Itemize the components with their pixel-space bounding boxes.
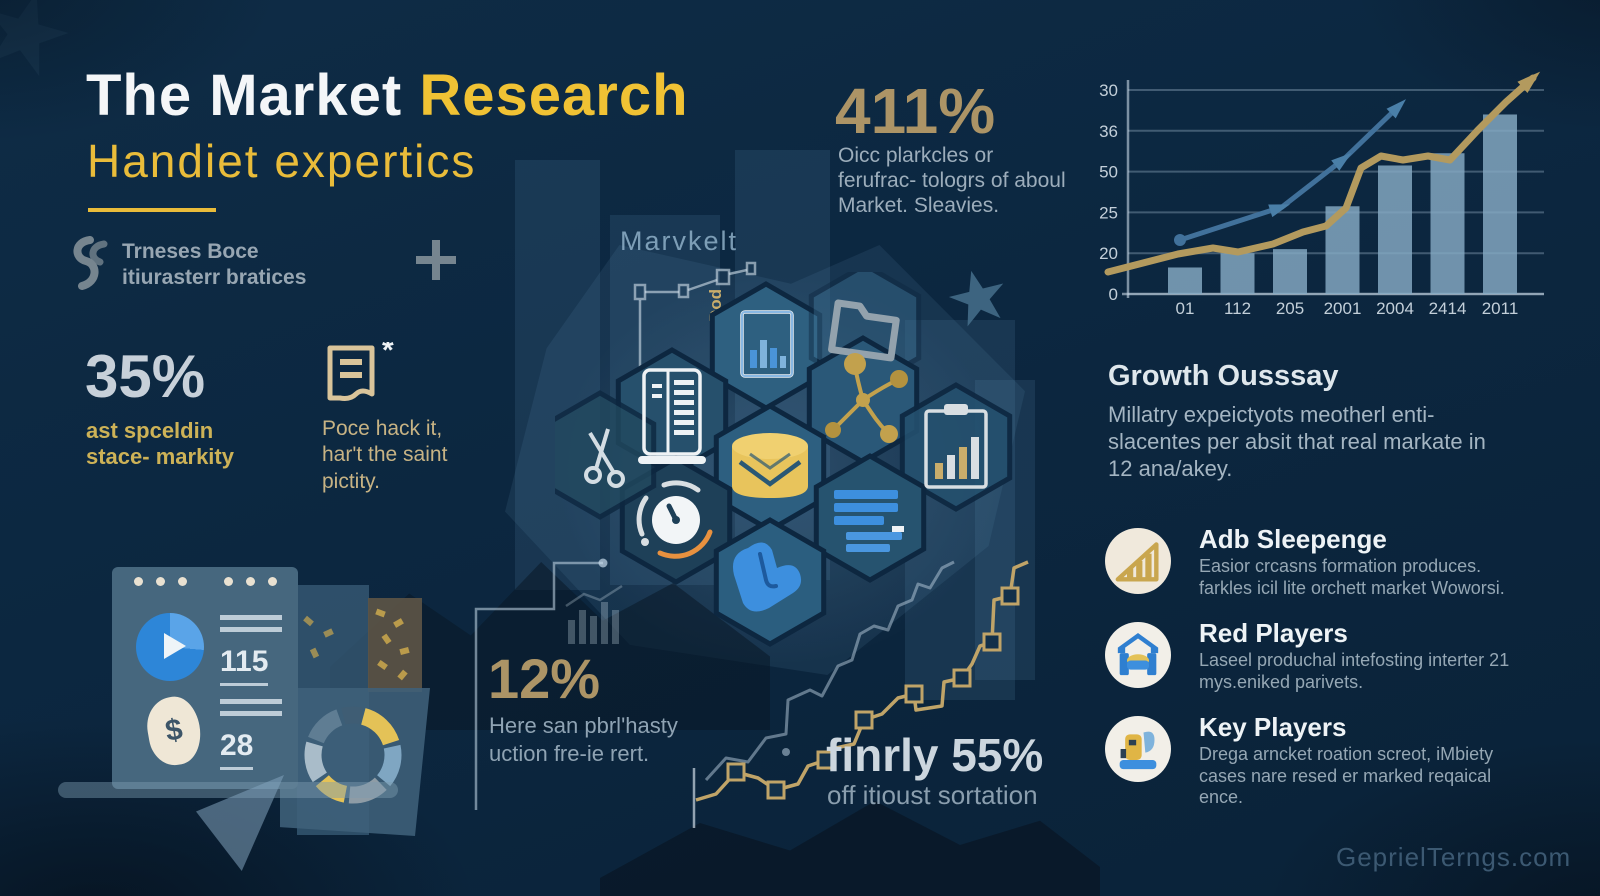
stat-35-desc: ast spceldin stace- markity bbox=[86, 418, 234, 470]
window-dot bbox=[156, 577, 165, 586]
growth-combo-chart: 30 36 50 25 20 0 01 112 205 2001 2004 2414 2011 bbox=[1099, 71, 1544, 318]
text-placeholder-line bbox=[220, 699, 282, 704]
list-item-desc: Laseel produchal intefosting interter 21… bbox=[1199, 650, 1510, 692]
window-dot bbox=[246, 577, 255, 586]
list-item-key-players: Key Players Drega arncket roation screot… bbox=[1105, 712, 1545, 807]
icon-bubble bbox=[1105, 528, 1171, 594]
page-subtitle: Handiet expertics bbox=[87, 135, 477, 187]
document-asterisk-icon: * bbox=[327, 342, 394, 401]
growth-bars-icon bbox=[1115, 542, 1159, 582]
ribbon-logo-icon bbox=[73, 236, 108, 290]
svg-text:*: * bbox=[382, 342, 394, 367]
gauge-icon bbox=[636, 480, 713, 559]
svg-text:2414: 2414 bbox=[1429, 299, 1467, 318]
clipboard-chart-icon bbox=[924, 404, 988, 489]
list-item-title: Adb Sleepenge bbox=[1199, 524, 1387, 554]
title-main: The Market bbox=[86, 63, 420, 128]
laptop-base bbox=[58, 782, 398, 798]
svg-text:2001: 2001 bbox=[1324, 299, 1362, 318]
person-icon bbox=[1119, 731, 1157, 770]
title-accent: Research bbox=[419, 63, 689, 128]
svg-text:01: 01 bbox=[1176, 299, 1195, 318]
hexagon-icon-cluster bbox=[555, 272, 1013, 647]
app-window: 115 28 $ bbox=[112, 567, 298, 789]
dollar-badge: $ bbox=[142, 693, 206, 769]
tagline-line1: Trneses Boce bbox=[122, 240, 259, 263]
icon-bubble bbox=[1105, 716, 1171, 782]
svg-text:2004: 2004 bbox=[1376, 299, 1414, 318]
note-text: Poce hack it, har't the saint pictity. bbox=[322, 417, 448, 493]
window-number-1: 115 bbox=[220, 645, 269, 686]
svg-text:30: 30 bbox=[1099, 81, 1118, 100]
corner-star-shape bbox=[0, 0, 69, 77]
svg-text:205: 205 bbox=[1276, 299, 1304, 318]
svg-text:112: 112 bbox=[1224, 299, 1251, 318]
growth-summary-title: Growth Ousssay bbox=[1108, 360, 1339, 392]
svg-text:20: 20 bbox=[1099, 244, 1118, 263]
stepped-line-chart bbox=[692, 560, 1029, 828]
hand-icon bbox=[732, 542, 802, 612]
svg-text:0: 0 bbox=[1109, 285, 1118, 304]
folder-icon bbox=[828, 299, 900, 362]
list-item-desc: Drega arncket roation screot, iMbiety ca… bbox=[1199, 744, 1494, 808]
text-placeholder-line bbox=[220, 615, 282, 620]
page-title: The Market Research bbox=[86, 62, 689, 129]
database-envelope-icon bbox=[732, 433, 808, 498]
server-icon bbox=[638, 368, 706, 464]
plus-icon bbox=[416, 240, 456, 280]
scissors-icon bbox=[584, 428, 625, 488]
title-underline bbox=[88, 208, 216, 212]
text-lines-icon bbox=[834, 490, 904, 552]
watermark: GeprielTerngs.com bbox=[1336, 842, 1572, 872]
doc-bar-chart-icon bbox=[740, 310, 794, 378]
list-item-adb-sleepenge: Adb Sleepenge Easior crcasns formation p… bbox=[1105, 524, 1545, 612]
network-nodes-icon bbox=[825, 353, 908, 443]
svg-text:50: 50 bbox=[1099, 163, 1118, 182]
stat-55-desc: off itioust sortation bbox=[827, 780, 1038, 810]
dollar-sign: $ bbox=[162, 712, 185, 749]
window-dot bbox=[178, 577, 187, 586]
list-item-title: Key Players bbox=[1199, 712, 1347, 742]
list-item-red-players: Red Players Laseel produchal intefosting… bbox=[1105, 618, 1545, 706]
svg-text:36: 36 bbox=[1099, 122, 1118, 141]
tagline-line2: itiurasterr bratices bbox=[122, 266, 307, 290]
stat-55-value: finrly 55% bbox=[826, 729, 1044, 781]
stat-12-desc: Here san pbrl'hasty uction fre-ie rert. bbox=[489, 713, 678, 766]
play-icon bbox=[164, 633, 186, 659]
donut-chart bbox=[304, 706, 402, 804]
growth-summary-body: Millatry expeictyots meotherl enti- slac… bbox=[1108, 402, 1486, 481]
house-icon bbox=[1117, 633, 1159, 676]
play-button[interactable] bbox=[136, 613, 204, 681]
svg-text:25: 25 bbox=[1099, 203, 1118, 222]
window-dot bbox=[268, 577, 277, 586]
connector-line bbox=[474, 558, 608, 810]
icon-bubble bbox=[1105, 622, 1171, 688]
text-placeholder-line bbox=[220, 627, 282, 632]
text-placeholder-line bbox=[220, 711, 282, 716]
stat-411-desc: Oicc plarkcles or ferufrac- tologrs of a… bbox=[838, 144, 1066, 217]
hexagon-tile bbox=[899, 382, 1013, 512]
tagline: Trneses Boce itiurasterr bratices bbox=[122, 239, 306, 292]
stat-411-value: 411% bbox=[835, 75, 996, 147]
list-item-title: Red Players bbox=[1199, 618, 1348, 648]
stat-12-value: 12% bbox=[488, 647, 601, 710]
window-number-2: 28 bbox=[220, 729, 254, 770]
confetti-panel bbox=[368, 598, 422, 692]
center-label: Marvkelt bbox=[620, 226, 739, 256]
svg-text:2011: 2011 bbox=[1482, 299, 1519, 318]
window-dot bbox=[134, 577, 143, 586]
list-item-desc: Easior crcasns formation produces. farkl… bbox=[1199, 556, 1505, 598]
window-dot bbox=[224, 577, 233, 586]
confetti-bits bbox=[300, 612, 350, 672]
stat-35-value: 35% bbox=[85, 343, 206, 410]
